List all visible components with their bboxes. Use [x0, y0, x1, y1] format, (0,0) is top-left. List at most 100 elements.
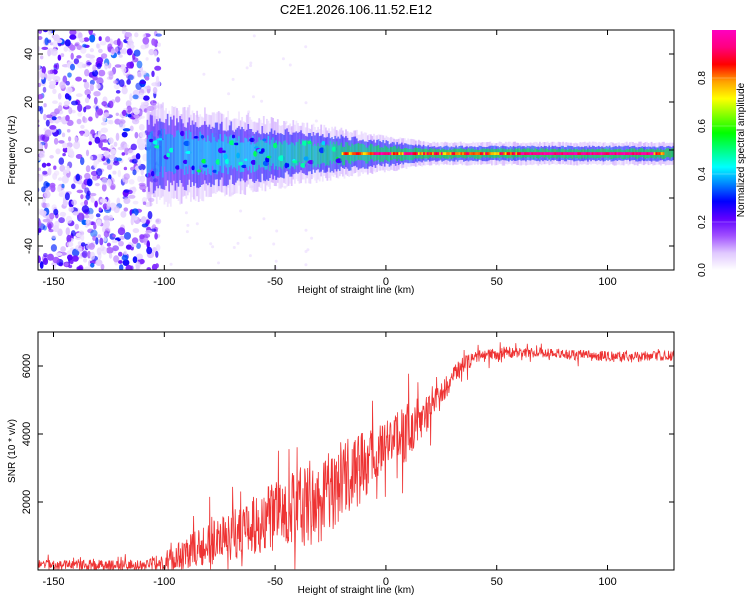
heatmap-noise-mark: [99, 198, 108, 203]
spectrogram-y-axis: -40 -20 0 20 40: [23, 48, 674, 254]
heatmap-noise-mark: [42, 86, 47, 93]
heatmap-noise-mark: [283, 185, 287, 189]
spectrogram-panel: -150 -100 -50 0 50 100 -40 -20 0 20 40 Height of …: [7, 29, 675, 296]
heatmap-noise-mark: [122, 109, 127, 117]
heatmap-noise-mark: [117, 51, 121, 55]
heatmap-noise-mark: [53, 137, 59, 145]
heatmap-noise-mark: [42, 257, 49, 265]
colorbar-axis: 0.0 0.2 0.4 0.6 0.8: [697, 71, 736, 277]
heatmap-peak-mark: [499, 152, 502, 155]
heatmap-noise-mark: [41, 46, 49, 51]
heatmap-noise-mark: [106, 202, 111, 210]
heatmap-noise-mark: [133, 49, 141, 57]
heatmap-peak-mark: [378, 152, 381, 155]
heatmap-peak-mark: [572, 152, 575, 155]
heatmap-noise-mark: [81, 250, 88, 259]
heatmap-signal-mark: [173, 137, 175, 175]
heatmap-signal-mark: [371, 144, 374, 160]
heatmap-noise-mark: [118, 54, 123, 58]
heatmap-signal-blob: [244, 158, 248, 162]
heatmap-noise-mark: [84, 89, 91, 96]
heatmap-noise-mark: [45, 114, 53, 119]
heatmap-noise-mark: [69, 34, 77, 40]
heatmap-noise-mark: [69, 30, 77, 36]
heatmap-noise-mark: [71, 100, 78, 106]
heatmap-noise-mark: [88, 242, 95, 250]
heatmap-noise-mark: [132, 94, 139, 100]
heatmap-noise-mark: [68, 151, 75, 159]
heatmap-signal-mark: [276, 144, 279, 170]
heatmap-signal-mark: [309, 139, 312, 162]
heatmap-noise-mark: [53, 165, 57, 170]
heatmap-peak-mark: [565, 152, 567, 155]
x-tick-label: 0: [383, 276, 389, 288]
heatmap-peak-mark: [662, 152, 665, 155]
heatmap-noise-mark: [96, 57, 104, 64]
heatmap-noise-mark: [262, 217, 266, 221]
heatmap-noise-mark: [113, 206, 120, 214]
heatmap-peak-mark: [573, 152, 576, 155]
heatmap-noise-mark: [66, 129, 71, 133]
heatmap-noise-mark: [84, 105, 92, 110]
heatmap-signal-blob: [238, 161, 245, 166]
heatmap-signal-mark: [183, 139, 186, 175]
heatmap-noise-mark: [231, 77, 235, 81]
heatmap-noise-mark: [38, 228, 42, 233]
heatmap-noise-mark: [76, 55, 82, 59]
heatmap-noise-mark: [115, 112, 120, 117]
heatmap-noise-mark: [108, 174, 112, 181]
heatmap-noise-mark: [100, 135, 107, 140]
heatmap-noise-mark: [116, 157, 122, 162]
heatmap-peak-mark: [627, 152, 629, 155]
heatmap-noise-mark: [78, 37, 85, 42]
heatmap-signal-mark: [186, 138, 189, 174]
x-tick-label: 50: [491, 576, 503, 588]
heatmap-signal-mark: [148, 134, 150, 173]
heatmap-noise-mark: [98, 207, 102, 212]
heatmap-peak-mark: [490, 152, 493, 155]
heatmap-signal-blob: [286, 163, 290, 168]
heatmap-peak-mark: [550, 152, 553, 155]
heatmap-noise-mark: [75, 93, 83, 98]
heatmap-noise-mark: [95, 83, 101, 89]
heatmap-peak-mark: [522, 152, 525, 155]
heatmap-signal-blob: [331, 146, 337, 152]
heatmap-signal-mark: [270, 139, 273, 166]
heatmap-signal-mark: [286, 142, 288, 168]
heatmap-noise-mark: [80, 234, 85, 242]
heatmap-noise-mark: [62, 147, 68, 153]
heatmap-signal-mark: [362, 143, 364, 161]
heatmap-noise-mark: [117, 146, 126, 151]
heatmap-signal-mark: [267, 136, 270, 163]
heatmap-peak-mark: [596, 152, 599, 155]
heatmap-noise-mark: [260, 99, 264, 103]
heatmap-noise-mark: [151, 70, 155, 78]
heatmap-signal-mark: [194, 135, 197, 170]
heatmap-noise-mark: [130, 243, 137, 247]
heatmap-signal-mark: [214, 141, 217, 174]
heatmap-peak-mark: [426, 152, 429, 155]
heatmap-signal-mark: [289, 144, 292, 169]
heatmap-noise-mark: [209, 242, 213, 246]
heatmap-signal-mark: [241, 142, 243, 172]
heatmap-peak-mark: [602, 152, 605, 155]
heatmap-peak-mark: [517, 152, 520, 155]
heatmap-peak-mark: [448, 152, 450, 155]
heatmap-signal-mark: [312, 145, 315, 168]
x-tick-label: -150: [42, 276, 64, 288]
heatmap-peak-mark: [433, 152, 436, 155]
heatmap-noise-mark: [151, 38, 156, 46]
heatmap-noise-mark: [106, 164, 113, 170]
heatmap-noise-mark: [123, 144, 129, 149]
heatmap-signal-mark: [306, 139, 309, 162]
heatmap-noise-mark: [33, 126, 36, 131]
heatmap-peak-mark: [646, 152, 649, 155]
heatmap-noise-mark: [88, 213, 94, 220]
heatmap-noise-mark: [135, 82, 142, 91]
heatmap-noise-mark: [38, 30, 42, 34]
colorbar: 0.0 0.2 0.4 0.6 0.8 Normalized spectral ampl…: [697, 30, 747, 277]
heatmap-noise-mark: [123, 173, 130, 180]
heatmap-noise-mark: [41, 186, 46, 193]
heatmap-signal-mark: [301, 139, 304, 163]
heatmap-signal-mark: [388, 148, 391, 162]
